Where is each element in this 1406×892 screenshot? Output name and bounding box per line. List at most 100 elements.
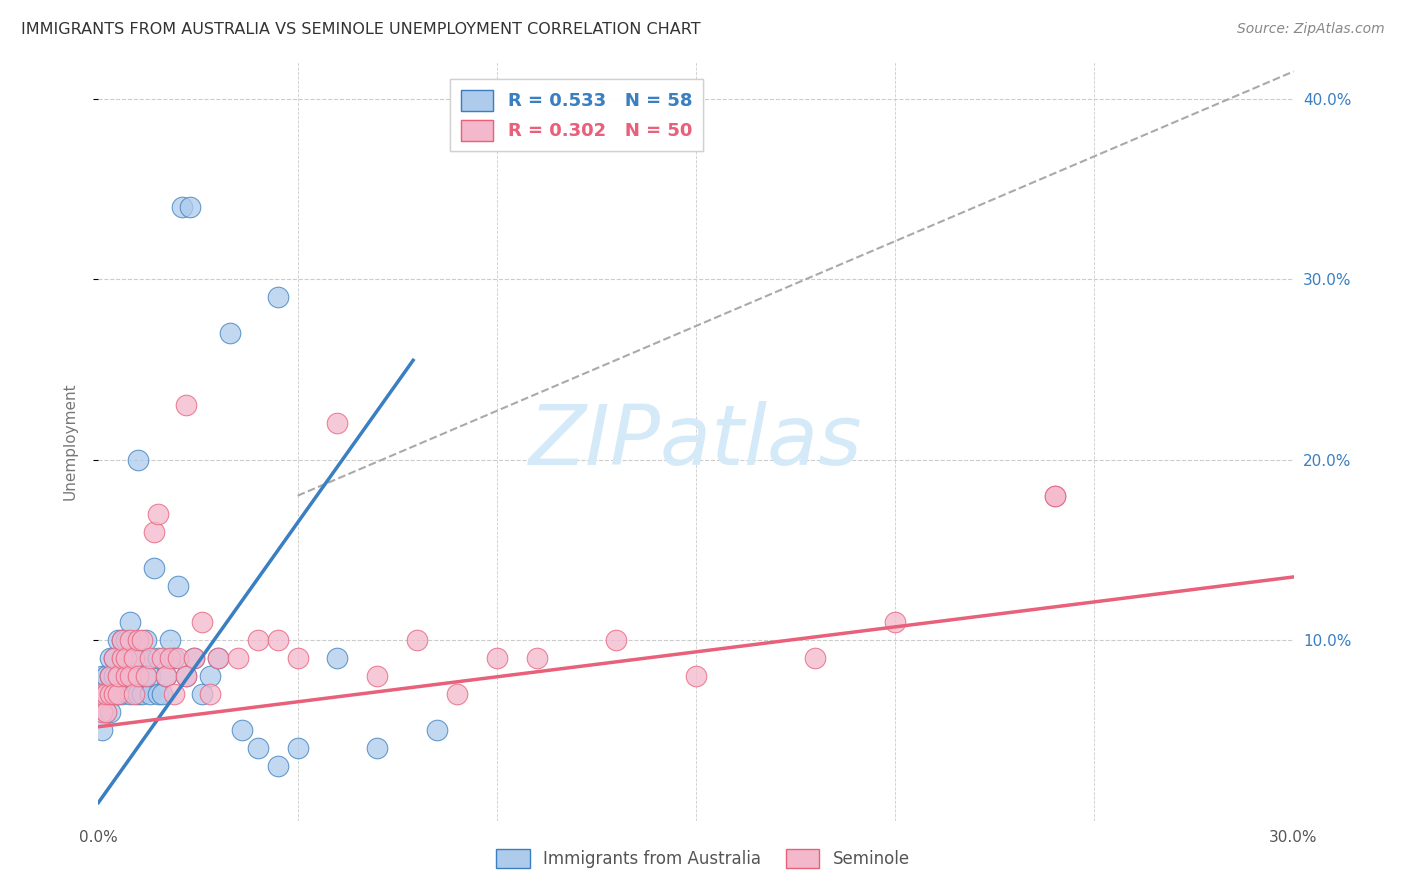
Point bbox=[287, 651, 309, 665]
Legend: R = 0.533   N = 58, R = 0.302   N = 50: R = 0.533 N = 58, R = 0.302 N = 50 bbox=[450, 79, 703, 152]
Point bbox=[267, 290, 290, 304]
Legend: Immigrants from Australia, Seminole: Immigrants from Australia, Seminole bbox=[489, 842, 917, 875]
Point bbox=[96, 687, 118, 701]
Point bbox=[127, 669, 149, 683]
Point bbox=[163, 687, 186, 701]
Point bbox=[96, 687, 118, 701]
Point bbox=[191, 687, 214, 701]
Point bbox=[150, 651, 173, 665]
Point bbox=[91, 687, 114, 701]
Point bbox=[446, 687, 468, 701]
Point bbox=[120, 633, 142, 648]
Point bbox=[226, 651, 249, 665]
Point bbox=[107, 669, 129, 683]
Point bbox=[1043, 489, 1066, 503]
Point bbox=[139, 669, 162, 683]
Point bbox=[406, 633, 429, 648]
Point bbox=[183, 651, 205, 665]
Point bbox=[183, 651, 205, 665]
Point bbox=[98, 669, 122, 683]
Point bbox=[91, 687, 114, 701]
Text: Source: ZipAtlas.com: Source: ZipAtlas.com bbox=[1237, 22, 1385, 37]
Point bbox=[111, 651, 134, 665]
Point bbox=[155, 669, 177, 683]
Point bbox=[326, 651, 349, 665]
Point bbox=[366, 669, 388, 683]
Point bbox=[159, 651, 181, 665]
Point bbox=[111, 687, 134, 701]
Point bbox=[91, 669, 114, 683]
Point bbox=[111, 651, 134, 665]
Point bbox=[207, 651, 229, 665]
Point bbox=[150, 687, 173, 701]
Point bbox=[96, 687, 118, 701]
Point bbox=[163, 651, 186, 665]
Point bbox=[155, 669, 177, 683]
Point bbox=[120, 687, 142, 701]
Point bbox=[135, 669, 157, 683]
Point bbox=[219, 326, 242, 341]
Point bbox=[159, 633, 181, 648]
Point bbox=[127, 651, 149, 665]
Point bbox=[120, 615, 142, 629]
Point bbox=[267, 759, 290, 773]
Point bbox=[131, 687, 153, 701]
Point bbox=[120, 669, 142, 683]
Point bbox=[98, 669, 122, 683]
Point bbox=[115, 669, 138, 683]
Point bbox=[98, 687, 122, 701]
Point bbox=[884, 615, 907, 629]
Point bbox=[191, 615, 214, 629]
Point bbox=[98, 687, 122, 701]
Point bbox=[103, 687, 125, 701]
Point bbox=[98, 706, 122, 720]
Point bbox=[1043, 489, 1066, 503]
Point bbox=[167, 579, 190, 593]
Point bbox=[103, 651, 125, 665]
Point bbox=[804, 651, 827, 665]
Point bbox=[267, 633, 290, 648]
Point bbox=[127, 633, 149, 648]
Point bbox=[198, 669, 221, 683]
Point bbox=[131, 633, 153, 648]
Point bbox=[198, 687, 221, 701]
Point bbox=[485, 651, 508, 665]
Point bbox=[96, 706, 118, 720]
Point bbox=[111, 633, 134, 648]
Point bbox=[124, 669, 146, 683]
Point bbox=[135, 669, 157, 683]
Point bbox=[98, 651, 122, 665]
Point bbox=[139, 687, 162, 701]
Point bbox=[326, 417, 349, 431]
Point bbox=[115, 669, 138, 683]
Point bbox=[174, 669, 197, 683]
Point bbox=[103, 687, 125, 701]
Point bbox=[107, 633, 129, 648]
Point bbox=[107, 669, 129, 683]
Point bbox=[246, 741, 269, 756]
Point bbox=[148, 651, 170, 665]
Point bbox=[143, 524, 166, 539]
Y-axis label: Unemployment: Unemployment bbox=[63, 383, 77, 500]
Point bbox=[179, 200, 201, 214]
Point bbox=[685, 669, 707, 683]
Point bbox=[148, 687, 170, 701]
Point bbox=[124, 687, 146, 701]
Text: IMMIGRANTS FROM AUSTRALIA VS SEMINOLE UNEMPLOYMENT CORRELATION CHART: IMMIGRANTS FROM AUSTRALIA VS SEMINOLE UN… bbox=[21, 22, 700, 37]
Point bbox=[91, 706, 114, 720]
Point bbox=[172, 200, 194, 214]
Point bbox=[139, 651, 162, 665]
Point bbox=[124, 651, 146, 665]
Point bbox=[124, 651, 146, 665]
Point bbox=[526, 651, 548, 665]
Point bbox=[174, 669, 197, 683]
Point bbox=[605, 633, 627, 648]
Point bbox=[167, 651, 190, 665]
Point bbox=[107, 687, 129, 701]
Point bbox=[143, 561, 166, 575]
Text: ZIPatlas: ZIPatlas bbox=[529, 401, 863, 482]
Point bbox=[96, 706, 118, 720]
Point bbox=[207, 651, 229, 665]
Point bbox=[111, 633, 134, 648]
Point bbox=[246, 633, 269, 648]
